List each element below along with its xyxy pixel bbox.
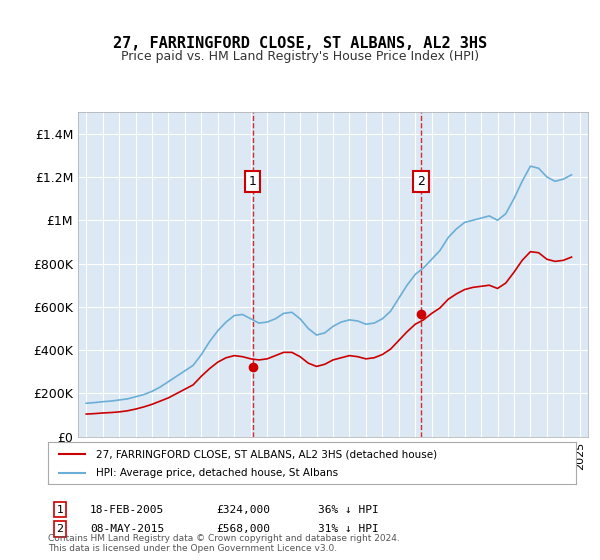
Text: £324,000: £324,000: [216, 505, 270, 515]
Text: 1: 1: [249, 175, 257, 188]
Text: Price paid vs. HM Land Registry's House Price Index (HPI): Price paid vs. HM Land Registry's House …: [121, 50, 479, 63]
Text: 08-MAY-2015: 08-MAY-2015: [90, 524, 164, 534]
Text: Contains HM Land Registry data © Crown copyright and database right 2024.
This d: Contains HM Land Registry data © Crown c…: [48, 534, 400, 553]
Text: HPI: Average price, detached house, St Albans: HPI: Average price, detached house, St A…: [95, 468, 338, 478]
Text: 27, FARRINGFORD CLOSE, ST ALBANS, AL2 3HS: 27, FARRINGFORD CLOSE, ST ALBANS, AL2 3H…: [113, 36, 487, 52]
Text: 31% ↓ HPI: 31% ↓ HPI: [318, 524, 379, 534]
Text: 27, FARRINGFORD CLOSE, ST ALBANS, AL2 3HS (detached house): 27, FARRINGFORD CLOSE, ST ALBANS, AL2 3H…: [95, 449, 437, 459]
Text: 1: 1: [56, 505, 64, 515]
Text: 18-FEB-2005: 18-FEB-2005: [90, 505, 164, 515]
Text: £568,000: £568,000: [216, 524, 270, 534]
Text: 2: 2: [56, 524, 64, 534]
Text: 2: 2: [417, 175, 425, 188]
Text: 36% ↓ HPI: 36% ↓ HPI: [318, 505, 379, 515]
